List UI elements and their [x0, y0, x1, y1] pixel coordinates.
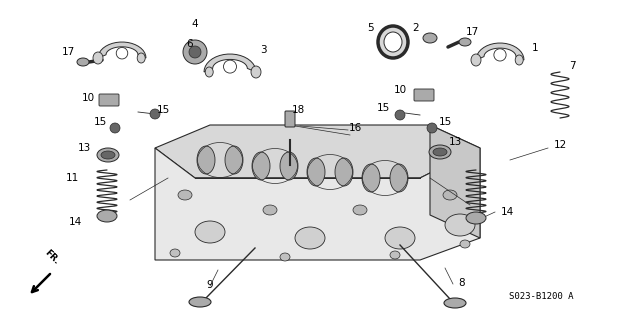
Ellipse shape — [307, 158, 325, 186]
Circle shape — [427, 123, 437, 133]
Ellipse shape — [466, 212, 486, 224]
Text: 11: 11 — [65, 173, 79, 183]
Ellipse shape — [445, 214, 475, 236]
Polygon shape — [430, 125, 480, 238]
Ellipse shape — [433, 148, 447, 156]
Ellipse shape — [378, 26, 408, 58]
Ellipse shape — [460, 240, 470, 248]
Text: 9: 9 — [207, 280, 213, 290]
Circle shape — [116, 48, 128, 59]
Text: 10: 10 — [394, 85, 406, 95]
Ellipse shape — [362, 164, 380, 192]
Ellipse shape — [97, 148, 119, 162]
Ellipse shape — [101, 151, 115, 159]
Polygon shape — [155, 125, 480, 178]
Ellipse shape — [280, 152, 298, 180]
Polygon shape — [476, 43, 524, 60]
Text: 7: 7 — [569, 61, 575, 71]
Polygon shape — [204, 54, 256, 72]
Circle shape — [395, 110, 405, 120]
Ellipse shape — [97, 210, 117, 222]
Circle shape — [189, 46, 201, 58]
Circle shape — [150, 109, 160, 119]
Ellipse shape — [263, 205, 277, 215]
Circle shape — [494, 49, 506, 61]
Ellipse shape — [353, 205, 367, 215]
Ellipse shape — [197, 146, 215, 174]
Text: S023-B1200 A: S023-B1200 A — [509, 292, 573, 301]
Ellipse shape — [251, 66, 261, 78]
Text: 10: 10 — [81, 93, 95, 103]
Text: 14: 14 — [500, 207, 514, 217]
Circle shape — [223, 60, 237, 73]
Ellipse shape — [335, 158, 353, 186]
Ellipse shape — [515, 55, 524, 65]
Ellipse shape — [429, 145, 451, 159]
Ellipse shape — [459, 38, 471, 46]
Ellipse shape — [189, 297, 211, 307]
Ellipse shape — [444, 298, 466, 308]
Ellipse shape — [295, 227, 325, 249]
FancyBboxPatch shape — [414, 89, 434, 101]
Text: 8: 8 — [459, 278, 465, 288]
Text: 15: 15 — [438, 117, 452, 127]
FancyBboxPatch shape — [285, 111, 295, 127]
Ellipse shape — [443, 190, 457, 200]
Text: 15: 15 — [156, 105, 170, 115]
FancyBboxPatch shape — [99, 94, 119, 106]
Ellipse shape — [205, 67, 213, 77]
Ellipse shape — [225, 146, 243, 174]
Text: 13: 13 — [449, 137, 461, 147]
Circle shape — [110, 123, 120, 133]
Ellipse shape — [137, 53, 145, 63]
Ellipse shape — [385, 227, 415, 249]
Text: 16: 16 — [348, 123, 362, 133]
Text: 17: 17 — [61, 47, 75, 57]
Text: FR.: FR. — [43, 248, 61, 266]
Ellipse shape — [178, 190, 192, 200]
Ellipse shape — [77, 58, 89, 66]
Text: 14: 14 — [68, 217, 82, 227]
Text: 15: 15 — [376, 103, 390, 113]
Ellipse shape — [252, 152, 270, 180]
Text: 17: 17 — [465, 27, 479, 37]
Circle shape — [183, 40, 207, 64]
Ellipse shape — [93, 52, 103, 64]
Ellipse shape — [170, 249, 180, 257]
Ellipse shape — [423, 33, 437, 43]
Polygon shape — [155, 148, 480, 260]
Ellipse shape — [471, 54, 481, 66]
Text: 6: 6 — [187, 39, 193, 49]
Ellipse shape — [390, 251, 400, 259]
Ellipse shape — [384, 32, 402, 52]
Text: 15: 15 — [93, 117, 107, 127]
Text: 5: 5 — [367, 23, 373, 33]
Text: 18: 18 — [291, 105, 305, 115]
Text: 13: 13 — [77, 143, 91, 153]
Text: 4: 4 — [192, 19, 198, 29]
Ellipse shape — [390, 164, 408, 192]
Ellipse shape — [280, 253, 290, 261]
Text: 2: 2 — [413, 23, 419, 33]
Text: 1: 1 — [532, 43, 538, 53]
Polygon shape — [98, 42, 146, 58]
Ellipse shape — [195, 221, 225, 243]
Text: 12: 12 — [554, 140, 566, 150]
Text: 3: 3 — [260, 45, 266, 55]
